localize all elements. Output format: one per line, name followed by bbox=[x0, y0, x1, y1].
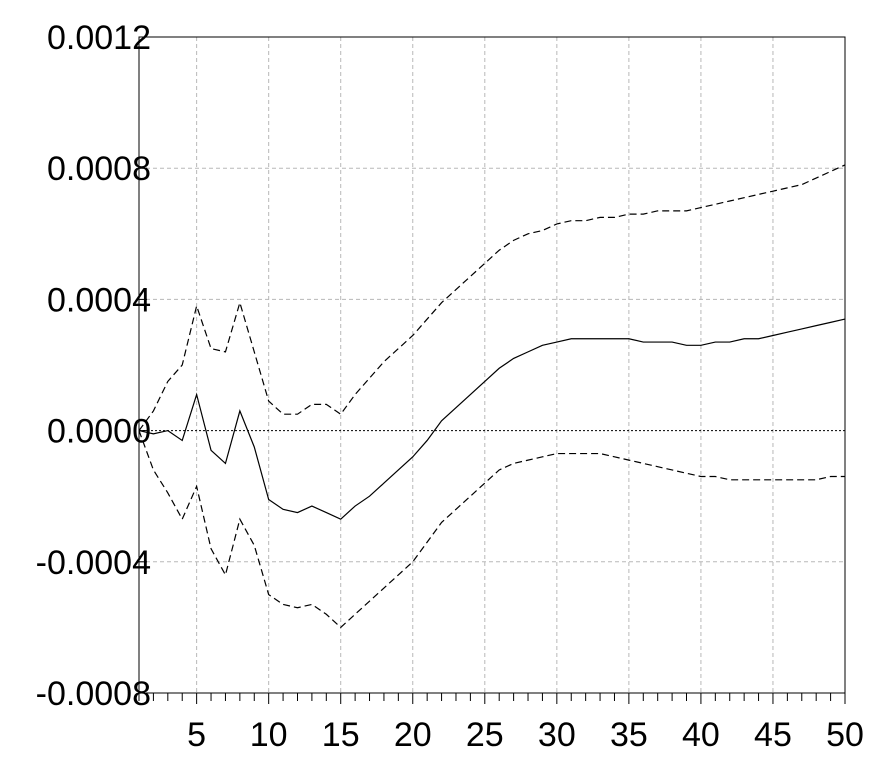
response-line bbox=[138, 318, 846, 520]
grid-layer bbox=[139, 36, 846, 694]
x-tick-label: 40 bbox=[682, 716, 720, 754]
series-layer bbox=[138, 164, 846, 629]
y-tick-label: 0.0004 bbox=[47, 281, 151, 319]
x-tick-label: 35 bbox=[610, 716, 648, 754]
y-tick-label: -0.0008 bbox=[36, 675, 151, 713]
x-tick-labels: 5 10 15 20 25 30 35 40 45 50 bbox=[187, 716, 864, 754]
x-tick-label: 25 bbox=[466, 716, 504, 754]
x-tick-label: 45 bbox=[754, 716, 792, 754]
confidence-band-line-2 bbox=[138, 430, 845, 629]
x-tick-label: 10 bbox=[250, 716, 288, 754]
x-tick-label: 30 bbox=[538, 716, 576, 754]
confidence-band-line-1 bbox=[138, 164, 846, 431]
y-tick-labels: -0.0008 -0.0004 0.0000 0.0004 0.0008 0.0012 bbox=[36, 19, 151, 713]
x-tick-label: 15 bbox=[322, 716, 360, 754]
y-tick-label: 0.0000 bbox=[47, 413, 151, 451]
axis-layer bbox=[138, 36, 846, 704]
y-tick-label: -0.0004 bbox=[36, 544, 151, 582]
x-tick-label: 20 bbox=[394, 716, 432, 754]
x-tick-label: 50 bbox=[826, 716, 864, 754]
plot-frame bbox=[138, 36, 846, 694]
x-tick-label: 5 bbox=[187, 716, 206, 754]
y-tick-label: 0.0012 bbox=[47, 19, 151, 57]
y-tick-label: 0.0008 bbox=[47, 150, 151, 188]
